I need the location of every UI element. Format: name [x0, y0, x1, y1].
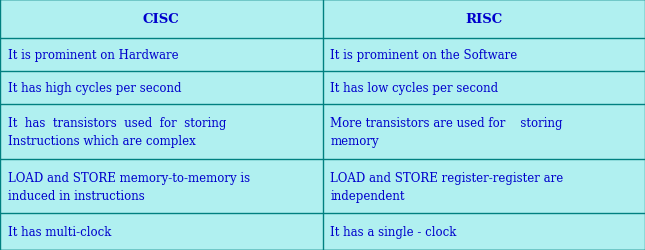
- Text: CISC: CISC: [143, 13, 179, 26]
- Text: It has low cycles per second: It has low cycles per second: [330, 82, 499, 95]
- Text: It has a single - clock: It has a single - clock: [330, 225, 457, 238]
- Text: It is prominent on Hardware: It is prominent on Hardware: [8, 49, 179, 62]
- Text: It is prominent on the Software: It is prominent on the Software: [330, 49, 517, 62]
- Text: It  has  transistors  used  for  storing
Instructions which are complex: It has transistors used for storing Inst…: [8, 116, 226, 148]
- Text: LOAD and STORE memory-to-memory is
induced in instructions: LOAD and STORE memory-to-memory is induc…: [8, 171, 250, 202]
- Text: More transistors are used for    storing
memory: More transistors are used for storing me…: [330, 116, 562, 148]
- Text: LOAD and STORE register-register are
independent: LOAD and STORE register-register are ind…: [330, 171, 564, 202]
- Text: It has multi-clock: It has multi-clock: [8, 225, 111, 238]
- Text: RISC: RISC: [465, 13, 502, 26]
- Text: It has high cycles per second: It has high cycles per second: [8, 82, 181, 95]
